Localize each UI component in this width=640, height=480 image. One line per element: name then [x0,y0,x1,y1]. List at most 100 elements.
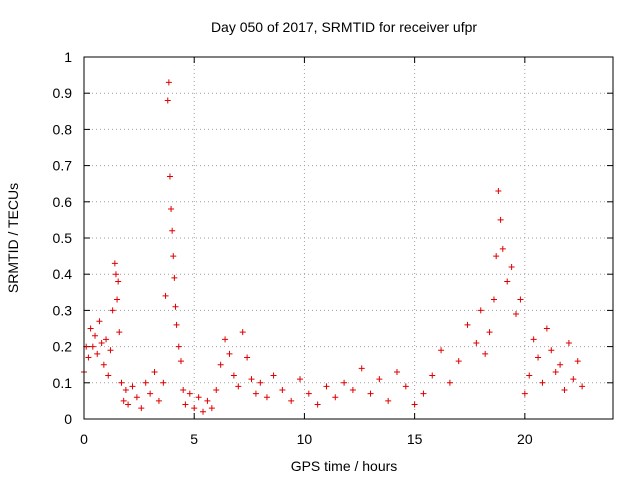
data-point [297,376,304,383]
data-point [314,401,321,408]
x-tick-labels: 0 5 10 15 20 [80,431,533,447]
data-point [393,368,400,375]
data-point [446,379,453,386]
data-point [429,372,436,379]
data-point [129,383,136,390]
data-point [270,372,277,379]
data-point [96,318,103,325]
x-axis-label: GPS time / hours [291,458,398,474]
data-point [513,311,520,318]
data-point [570,376,577,383]
data-point [486,329,493,336]
data-point [385,397,392,404]
data-point [226,350,233,357]
data-point [166,173,173,180]
data-point [495,187,502,194]
data-point [561,387,568,394]
data-point [120,397,127,404]
data-point [204,397,211,404]
data-point [279,387,286,394]
x-tick-label: 5 [190,431,198,447]
data-point [92,332,99,339]
data-point [114,296,121,303]
data-point [107,347,114,354]
data-point [504,278,511,285]
data-point [118,379,125,386]
data-point [565,339,572,346]
data-point [147,390,154,397]
data-point [499,245,506,252]
data-point [151,368,158,375]
grid-lines [84,57,613,419]
data-point [230,372,237,379]
data-point [323,383,330,390]
plot-frame [83,56,614,420]
data-point [557,361,564,368]
y-tick-label: 0.3 [53,302,73,318]
data-point [109,307,116,314]
data-point [539,379,546,386]
data-point [111,260,118,267]
y-tick-label: 0.1 [53,375,73,391]
data-point [103,336,110,343]
data-point [186,390,193,397]
y-tick-labels: 0 0.1 0.2 0.3 0.4 0.5 0.6 0.7 0.8 0.9 1 [53,49,73,427]
data-point [85,354,92,361]
data-point [235,383,242,390]
y-tick-label: 0 [64,411,72,427]
data-point [493,253,500,260]
data-point [530,336,537,343]
data-point [257,379,264,386]
data-point [165,79,172,86]
data-point [125,401,132,408]
data-point [115,278,122,285]
data-point [217,361,224,368]
data-point [420,390,427,397]
data-point [94,350,101,357]
data-point [482,350,489,357]
data-point [105,372,112,379]
data-point [208,405,215,412]
y-tick-label: 0.6 [53,194,73,210]
data-point [376,376,383,383]
data-point [175,343,182,350]
data-point [464,321,471,328]
data-point [89,343,96,350]
data-point [244,354,251,361]
data-point [170,253,177,260]
data-point [248,376,255,383]
data-point [288,397,295,404]
y-tick-label: 0.4 [53,266,73,282]
data-point [191,405,198,412]
data-point [574,358,581,365]
data-point [358,365,365,372]
data-point [535,354,542,361]
chart-title: Day 050 of 2017, SRMTID for receiver ufp… [211,19,477,35]
data-points [81,79,586,415]
y-tick-label: 0.2 [53,339,73,355]
data-point [477,307,484,314]
data-point [168,206,175,213]
x-tick-label: 15 [407,431,423,447]
data-point [133,394,140,401]
data-point [98,339,105,346]
data-point [180,387,187,394]
data-point [473,339,480,346]
data-point [162,292,169,299]
x-tick-label: 0 [80,431,88,447]
y-tick-label: 0.8 [53,121,73,137]
data-point [142,379,149,386]
data-point [579,383,586,390]
data-point [349,387,356,394]
y-axis-label: SRMTID / TECUs [5,183,21,293]
data-point [552,368,559,375]
data-point [497,216,504,223]
data-point [239,329,246,336]
data-point [122,387,129,394]
x-tick-label: 20 [517,431,533,447]
data-point [508,263,515,270]
data-point [263,394,270,401]
data-point [87,325,94,332]
data-point [177,358,184,365]
y-tick-label: 0.5 [53,230,73,246]
